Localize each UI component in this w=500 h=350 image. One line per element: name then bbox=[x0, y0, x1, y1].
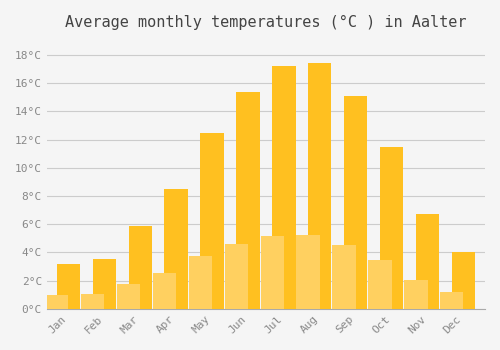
Bar bbox=[452, 252, 475, 309]
Bar bbox=[81, 294, 104, 309]
Bar bbox=[260, 236, 284, 309]
Bar bbox=[272, 66, 295, 309]
Bar bbox=[92, 259, 116, 309]
Bar bbox=[128, 226, 152, 309]
Bar bbox=[188, 256, 212, 309]
Bar bbox=[236, 92, 260, 309]
Bar bbox=[164, 189, 188, 309]
Bar bbox=[224, 244, 248, 309]
Bar bbox=[404, 280, 427, 309]
Bar bbox=[56, 264, 80, 309]
Bar bbox=[200, 133, 224, 309]
Title: Average monthly temperatures (°C ) in Aalter: Average monthly temperatures (°C ) in Aa… bbox=[65, 15, 466, 30]
Bar bbox=[368, 260, 392, 309]
Bar bbox=[296, 235, 320, 309]
Bar bbox=[117, 284, 140, 309]
Bar bbox=[332, 245, 355, 309]
Bar bbox=[308, 63, 332, 309]
Bar bbox=[416, 214, 439, 309]
Bar bbox=[380, 147, 404, 309]
Bar bbox=[344, 96, 368, 309]
Bar bbox=[153, 273, 176, 309]
Bar bbox=[45, 295, 68, 309]
Bar bbox=[440, 292, 464, 309]
